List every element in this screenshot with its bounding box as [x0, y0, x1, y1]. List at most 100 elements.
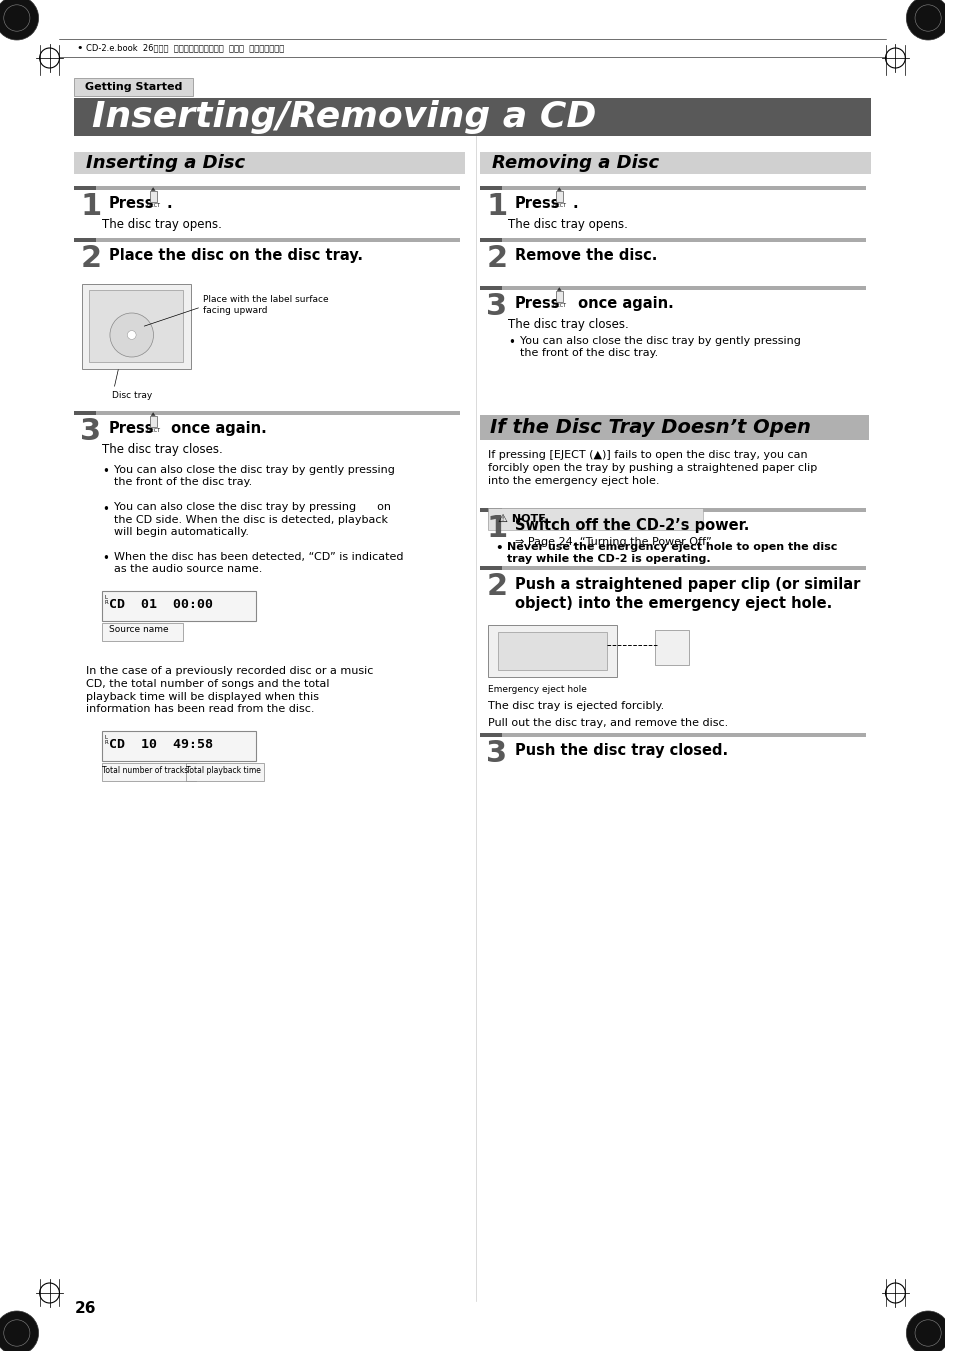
- Text: Total number of tracks: Total number of tracks: [102, 766, 188, 775]
- Circle shape: [905, 0, 949, 41]
- Text: Emergency eject hole: Emergency eject hole: [488, 685, 587, 694]
- Text: 1: 1: [486, 192, 507, 222]
- Text: Place with the label surface
facing upward: Place with the label surface facing upwa…: [203, 295, 329, 315]
- Text: 1: 1: [80, 192, 101, 222]
- Bar: [501, 508, 864, 512]
- Text: EJECT: EJECT: [552, 303, 566, 308]
- Text: •: •: [102, 465, 109, 478]
- Bar: [150, 190, 156, 201]
- Text: If the Disc Tray Doesn’t Open: If the Disc Tray Doesn’t Open: [490, 417, 810, 436]
- Bar: [150, 416, 156, 427]
- Text: When the disc has been detected, “CD” is indicated
as the audio source name.: When the disc has been detected, “CD” is…: [113, 551, 403, 574]
- Bar: [480, 238, 501, 242]
- Bar: [74, 238, 96, 242]
- Text: •: •: [102, 503, 109, 516]
- Bar: [501, 285, 864, 290]
- Text: •: •: [508, 336, 515, 349]
- Text: 26: 26: [74, 1301, 95, 1316]
- Text: 1: 1: [486, 513, 507, 543]
- Bar: [102, 763, 196, 781]
- Bar: [102, 731, 255, 761]
- Text: Getting Started: Getting Started: [85, 82, 182, 92]
- Text: The disc tray closes.: The disc tray closes.: [508, 317, 628, 331]
- Text: You can also close the disc tray by gently pressing
the front of the disc tray.: You can also close the disc tray by gent…: [113, 465, 395, 488]
- Text: Inserting/Removing a CD: Inserting/Removing a CD: [92, 100, 596, 134]
- Text: •: •: [495, 542, 502, 555]
- Text: CD  10  49:58: CD 10 49:58: [109, 738, 213, 751]
- Text: once again.: once again.: [166, 422, 267, 436]
- Bar: [102, 590, 255, 621]
- Text: EJECT: EJECT: [146, 428, 160, 432]
- Text: Place the disc on the disc tray.: Place the disc on the disc tray.: [109, 249, 362, 263]
- Bar: [480, 285, 501, 290]
- Text: Disc tray: Disc tray: [112, 390, 152, 400]
- Bar: [480, 732, 501, 738]
- Text: 3: 3: [80, 417, 101, 446]
- Bar: [74, 99, 870, 136]
- Polygon shape: [557, 288, 561, 290]
- Polygon shape: [151, 412, 155, 416]
- Text: Press: Press: [515, 196, 560, 211]
- Text: 3: 3: [486, 739, 507, 767]
- Bar: [480, 508, 501, 512]
- Bar: [102, 623, 183, 640]
- Bar: [654, 630, 689, 665]
- Text: Push the disc tray closed.: Push the disc tray closed.: [515, 743, 727, 758]
- Circle shape: [905, 1310, 949, 1351]
- Text: Press: Press: [109, 422, 154, 436]
- Text: Never use the emergency eject hole to open the disc
tray while the CD-2 is opera: Never use the emergency eject hole to op…: [507, 542, 837, 565]
- Text: 2: 2: [486, 571, 507, 601]
- Text: once again.: once again.: [572, 296, 673, 311]
- Bar: [96, 185, 459, 190]
- Text: Remove the disc.: Remove the disc.: [515, 249, 657, 263]
- Bar: [556, 290, 562, 301]
- Circle shape: [0, 0, 38, 41]
- Bar: [74, 78, 193, 96]
- Bar: [480, 185, 501, 190]
- Text: Inserting a Disc: Inserting a Disc: [86, 154, 245, 172]
- Text: 3: 3: [486, 292, 507, 322]
- Bar: [501, 238, 864, 242]
- Bar: [96, 238, 459, 242]
- Bar: [501, 185, 864, 190]
- Text: L
R: L R: [104, 594, 108, 605]
- Bar: [501, 566, 864, 570]
- Text: 2: 2: [486, 245, 507, 273]
- Text: EJECT: EJECT: [552, 203, 566, 208]
- Text: If pressing [EJECT (▲)] fails to open the disc tray, you can
forcibly open the t: If pressing [EJECT (▲)] fails to open th…: [488, 450, 817, 485]
- Text: In the case of a previously recorded disc or a music
CD, the total number of son: In the case of a previously recorded dis…: [86, 666, 374, 715]
- Bar: [74, 153, 464, 174]
- Text: Switch off the CD-2’s power.: Switch off the CD-2’s power.: [515, 517, 749, 534]
- Polygon shape: [557, 188, 561, 190]
- Bar: [186, 763, 263, 781]
- Polygon shape: [151, 188, 155, 190]
- Text: Press: Press: [109, 196, 154, 211]
- Bar: [74, 411, 96, 415]
- Text: Press: Press: [515, 296, 560, 311]
- Bar: [488, 508, 702, 530]
- Text: •: •: [76, 43, 83, 53]
- Text: Source name: Source name: [109, 626, 169, 634]
- Text: CD  01  00:00: CD 01 00:00: [109, 598, 213, 611]
- Text: You can also close the disc tray by pressing      on
the CD side. When the disc : You can also close the disc tray by pres…: [113, 503, 391, 538]
- Text: EJECT: EJECT: [146, 203, 160, 208]
- Text: Pull out the disc tray, and remove the disc.: Pull out the disc tray, and remove the d…: [488, 717, 728, 728]
- Bar: [480, 566, 501, 570]
- Bar: [488, 626, 617, 677]
- Text: The disc tray closes.: The disc tray closes.: [102, 443, 223, 457]
- Text: You can also close the disc tray by gently pressing
the front of the disc tray.: You can also close the disc tray by gent…: [519, 336, 801, 358]
- Text: CD-2.e.book  26ページ  ２００５年２月２０日  日曜日  午後４時２８分: CD-2.e.book 26ページ ２００５年２月２０日 日曜日 午後４時２８分: [86, 43, 284, 51]
- Bar: [497, 632, 606, 670]
- Text: The disc tray opens.: The disc tray opens.: [508, 218, 627, 231]
- Text: .: .: [572, 196, 578, 211]
- Bar: [501, 732, 864, 738]
- Bar: [74, 185, 96, 190]
- Text: Push a straightened paper clip (or similar
object) into the emergency eject hole: Push a straightened paper clip (or simil…: [515, 577, 860, 611]
- Bar: [89, 290, 183, 362]
- Text: Total playback time: Total playback time: [186, 766, 261, 775]
- Text: ⇒ Page 24, “Turning the Power Off”: ⇒ Page 24, “Turning the Power Off”: [515, 536, 711, 547]
- Text: Removing a Disc: Removing a Disc: [492, 154, 659, 172]
- Text: •: •: [102, 551, 109, 565]
- Text: .: .: [166, 196, 172, 211]
- Text: The disc tray is ejected forcibly.: The disc tray is ejected forcibly.: [488, 701, 664, 711]
